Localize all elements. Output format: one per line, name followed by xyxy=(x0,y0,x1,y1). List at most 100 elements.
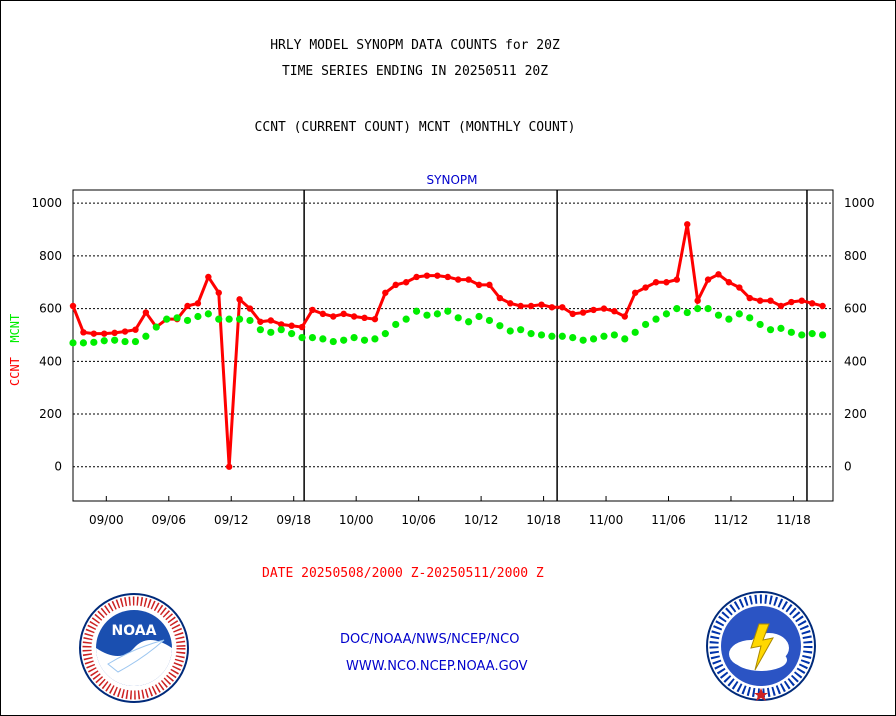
synopm-chart: SYNOPM 0 0 200 200 400 400 600 600 800 800 1000 100… xyxy=(31,173,874,527)
mcnt-data-point xyxy=(694,305,702,313)
mcnt-data-point xyxy=(121,337,129,346)
ccnt-data-point xyxy=(371,315,379,323)
mcnt-data-point xyxy=(777,324,785,332)
mcnt-data-point xyxy=(142,332,150,340)
ccnt-data-point xyxy=(621,313,628,320)
ccnt-data-point xyxy=(236,296,243,303)
mcnt-data-point xyxy=(787,328,795,336)
ccnt-data-point xyxy=(194,300,202,307)
mcnt-data-point xyxy=(288,330,296,338)
website-link[interactable]: WWW.NCO.NCEP.NOAA.GOV xyxy=(346,659,528,674)
ccnt-data-point xyxy=(121,328,129,335)
mcnt-data-point xyxy=(798,331,806,339)
mcnt-data-point xyxy=(183,316,192,325)
ccnt-data-point xyxy=(777,302,785,310)
mcnt-data-point xyxy=(152,323,160,331)
ccnt-data-point xyxy=(569,310,576,318)
mcnt-data-point xyxy=(725,315,733,323)
mcnt-data-point xyxy=(475,312,483,321)
ccnt-data-point xyxy=(90,330,98,337)
mcnt-data-point xyxy=(683,308,691,317)
ccnt-data-point xyxy=(548,304,556,311)
mcnt-data-point xyxy=(215,315,223,323)
mcnt-data-point xyxy=(111,336,119,344)
mcnt-data-point xyxy=(173,314,181,322)
ccnt-data-point xyxy=(527,302,535,310)
mcnt-data-point xyxy=(662,310,671,318)
ccnt-data-point xyxy=(402,279,410,286)
ccnt-data-point xyxy=(694,297,701,304)
ccnt-data-point xyxy=(736,284,743,291)
ccnt-data-point xyxy=(319,310,327,318)
mcnt-data-point xyxy=(610,331,618,339)
y-tick-label-left: 200 xyxy=(39,407,62,421)
mcnt-data-point xyxy=(100,337,108,345)
mcnt-data-point xyxy=(621,335,629,343)
ccnt-data-point xyxy=(361,314,368,322)
mcnt-data-point xyxy=(652,315,660,323)
mcnt-data-point xyxy=(746,314,754,322)
mcnt-data-point xyxy=(558,332,566,340)
ccnt-data-point xyxy=(111,329,118,337)
nws-logo xyxy=(706,591,816,701)
ccnt-data-point xyxy=(288,322,295,329)
mcnt-data-point xyxy=(423,311,431,319)
plot-area-border xyxy=(72,189,834,502)
ccnt-data-point xyxy=(725,279,733,286)
ccnt-data-point xyxy=(808,300,816,307)
mcnt-data-point xyxy=(537,331,546,339)
ccnt-data-point xyxy=(673,276,681,283)
mcnt-data-point xyxy=(631,328,639,336)
ccnt-data-point xyxy=(756,297,764,304)
ccnt-data-point xyxy=(704,276,712,283)
mcnt-data-point xyxy=(704,305,712,313)
ccnt-data-point xyxy=(798,297,805,304)
x-tick-label: 09/06 xyxy=(151,513,186,527)
mcnt-data-point xyxy=(79,339,88,347)
ccnt-data-point xyxy=(330,313,337,320)
ccnt-data-point xyxy=(413,273,420,281)
mcnt-data-point xyxy=(329,337,337,346)
y-tick-label-right: 0 xyxy=(844,460,852,474)
ccnt-data-point xyxy=(309,306,316,314)
mcnt-data-point xyxy=(371,335,379,343)
mcnt-data-point xyxy=(569,333,577,342)
ccnt-data-point xyxy=(392,281,399,289)
x-tick-label: 10/00 xyxy=(339,513,374,527)
mcnt-data-point xyxy=(485,316,494,325)
x-tick-label: 09/18 xyxy=(276,513,311,527)
mcnt-data-point xyxy=(527,330,535,338)
x-tick-label: 11/12 xyxy=(714,513,749,527)
ccnt-data-point xyxy=(559,304,566,311)
mcnt-data-point xyxy=(673,305,681,313)
y-tick-label-right: 800 xyxy=(844,249,867,263)
x-tick-label: 11/18 xyxy=(776,513,811,527)
mcnt-data-point xyxy=(308,333,317,342)
mcnt-data-point xyxy=(194,312,202,321)
noaa-logo: NOAA xyxy=(79,593,189,703)
mcnt-data-point xyxy=(360,336,369,344)
mcnt-data-point xyxy=(642,320,650,329)
ccnt-data-point xyxy=(496,294,504,302)
doc-link[interactable]: DOC/NOAA/NWS/NCEP/NCO xyxy=(340,632,520,647)
ccnt-data-point xyxy=(382,289,389,296)
ccnt-data-point xyxy=(444,273,451,281)
chart-title-line3: CCNT (CURRENT COUNT) MCNT (MONTHLY COUNT… xyxy=(254,120,576,135)
mcnt-data-point xyxy=(350,333,358,342)
ccnt-data-point xyxy=(475,281,483,289)
ccnt-data-point xyxy=(101,330,108,337)
mcnt-data-point xyxy=(131,337,140,346)
x-tick-label: 10/06 xyxy=(401,513,436,527)
x-tick-label: 11/00 xyxy=(589,513,624,527)
mcnt-data-point xyxy=(735,310,743,318)
chart-title-line1: HRLY MODEL SYNOPM DATA COUNTS for 20Z xyxy=(270,38,560,53)
plot-title: SYNOPM xyxy=(427,173,478,187)
x-tick-label: 11/06 xyxy=(651,513,686,527)
y-tick-label-left: 1000 xyxy=(31,196,62,210)
chart-title-line2: TIME SERIES ENDING IN 20250511 20Z xyxy=(281,64,549,79)
mcnt-data-point xyxy=(256,326,264,334)
ccnt-data-point xyxy=(350,313,358,320)
mcnt-data-point xyxy=(340,336,348,344)
ccnt-data-point xyxy=(486,281,493,289)
mcnt-data-point xyxy=(465,318,473,326)
